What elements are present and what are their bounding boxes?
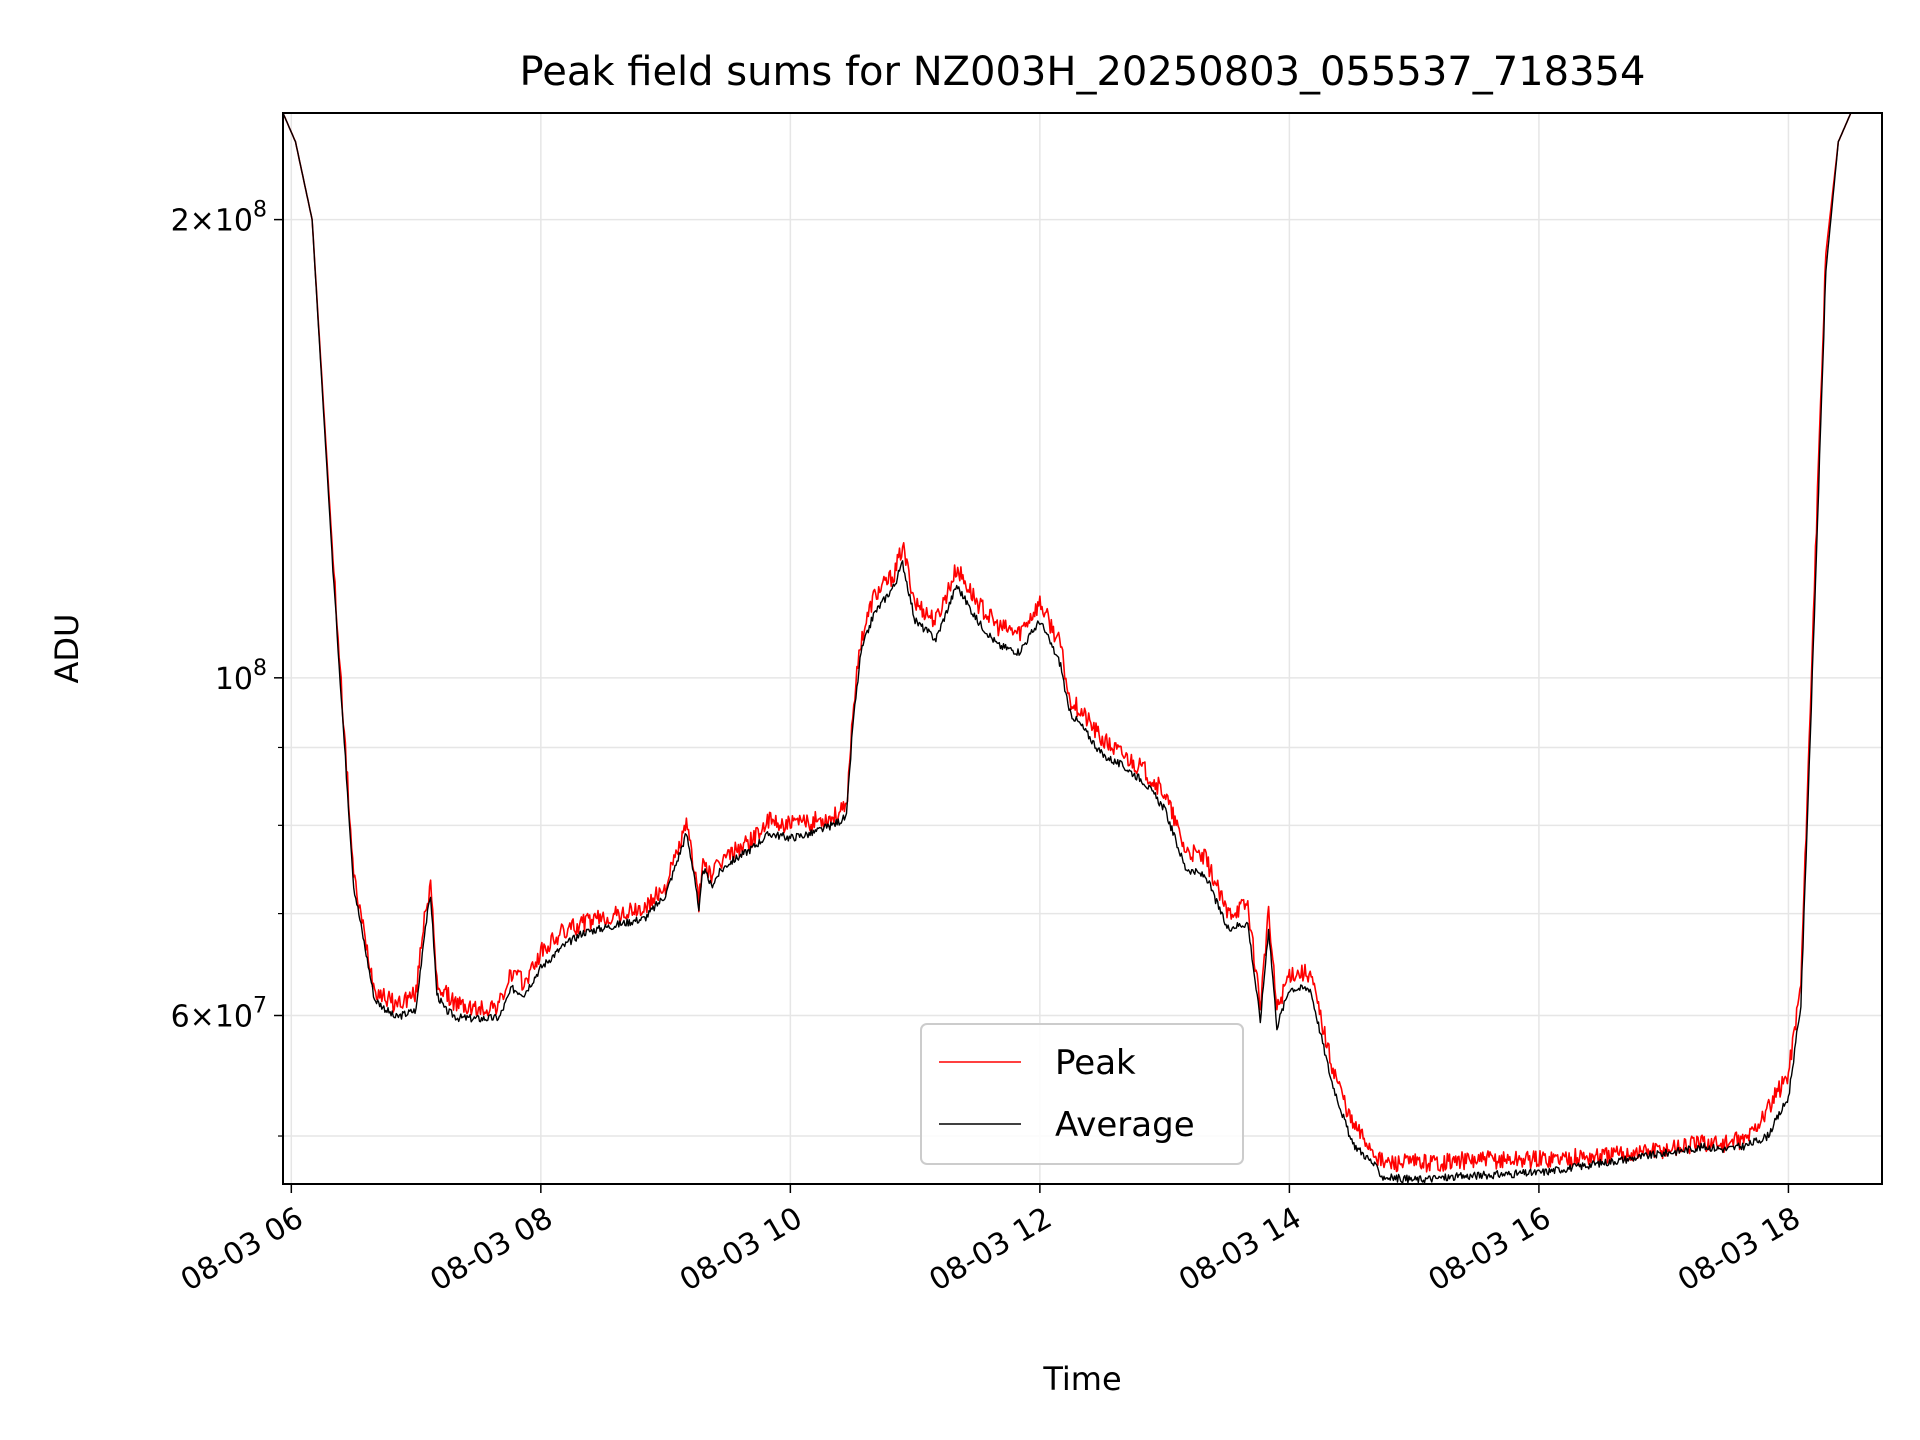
series-line-average — [282, 112, 1882, 1184]
series-line-peak — [282, 112, 1882, 1173]
y-tick-label: 2×108 — [171, 198, 267, 239]
y-tick-label: 6×107 — [171, 994, 267, 1035]
y-tick-base: 10 — [215, 1000, 253, 1035]
x-axis-label: Time — [1042, 1360, 1121, 1398]
grid — [283, 113, 1882, 1184]
y-axis-label: ADU — [48, 614, 86, 684]
chart-title: Peak field sums for NZ003H_20250803_0555… — [520, 49, 1646, 95]
y-tick-label: 108 — [215, 656, 267, 697]
y-tick-times: × — [190, 1000, 215, 1035]
y-tick-times: × — [190, 204, 215, 239]
legend: Peak Average — [920, 1023, 1244, 1165]
y-tick-base: 10 — [215, 662, 253, 697]
y-tick-base: 10 — [215, 204, 253, 239]
legend-label-peak: Peak — [1055, 1043, 1136, 1083]
series-layer — [282, 112, 1882, 1184]
y-tick-exponent: 7 — [253, 994, 267, 1019]
y-tick-exponent: 8 — [253, 656, 267, 681]
y-tick-mantissa: 2 — [171, 204, 190, 239]
y-tick-exponent: 8 — [253, 198, 267, 223]
plot-frame — [282, 112, 1883, 1185]
y-tick-mantissa: 6 — [171, 1000, 190, 1035]
legend-label-average: Average — [1055, 1105, 1195, 1145]
legend-box — [920, 1023, 1244, 1165]
